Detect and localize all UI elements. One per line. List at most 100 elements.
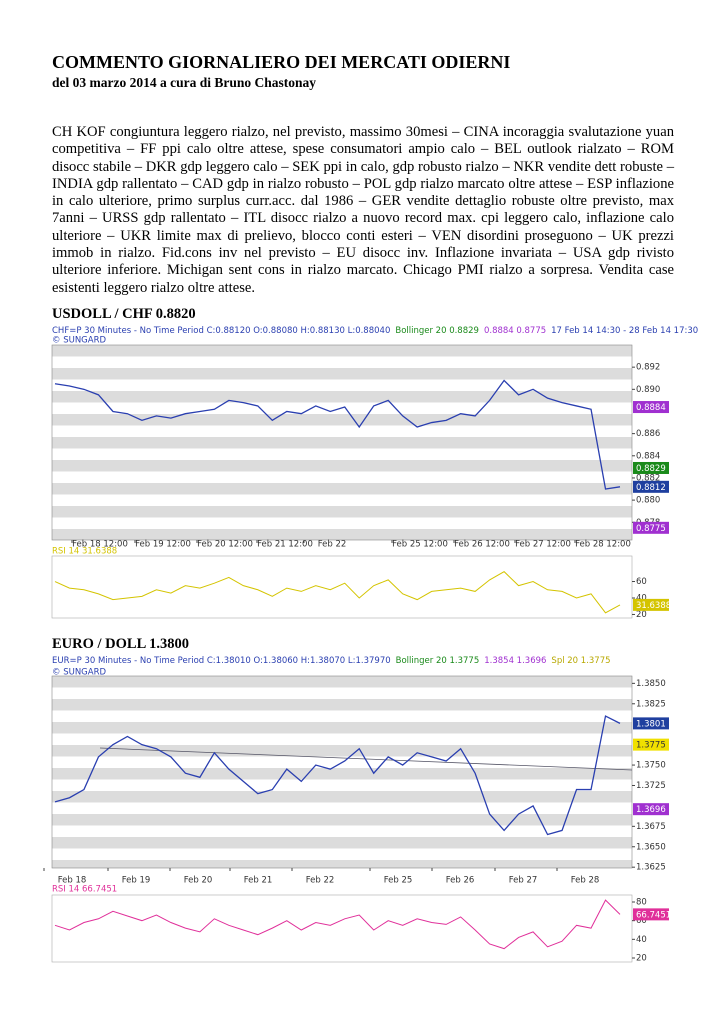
x-tick-label: Feb 26: [446, 876, 475, 886]
value-box: [633, 480, 669, 493]
band: [52, 791, 632, 803]
y-tick-label: 1.3625: [636, 863, 666, 873]
rsi-tick-label: 20: [636, 610, 647, 620]
value-box-label: 1.3801: [636, 719, 666, 729]
y-tick-label: 1.3675: [636, 822, 666, 832]
y-tick-label: 0.884: [636, 451, 660, 461]
value-box-label: 0.8884: [636, 403, 666, 413]
y-tick-label: 0.892: [636, 363, 660, 373]
price-line: [54, 379, 621, 490]
band: [52, 437, 632, 449]
rsi-tick-label: 20: [636, 953, 647, 963]
price-line: [54, 715, 621, 836]
band: [52, 345, 632, 357]
value-box: [633, 598, 669, 611]
x-tick-label: Feb 18 12:00: [72, 540, 128, 550]
rsi-label: RSI 14 31.6388: [52, 547, 117, 557]
legend-segment: EUR=P 30 Minutes - No Time Period C:1.38…: [52, 656, 391, 666]
legend-segment: 1.3854 1.3696: [484, 656, 546, 666]
y-tick-label: 0.886: [636, 429, 660, 439]
x-tick-label: Feb 18: [58, 876, 87, 886]
x-tick-label: Feb 27: [509, 876, 538, 886]
rsi-line: [54, 899, 621, 950]
band: [52, 391, 632, 403]
band: [52, 745, 632, 757]
band: [52, 483, 632, 495]
plot-frame: [51, 675, 633, 869]
x-tick-label: Feb 26 12:00: [454, 540, 510, 550]
band: [52, 368, 632, 380]
y-tick-label: 1.3850: [636, 679, 666, 689]
x-tick-label: Feb 21: [244, 876, 273, 886]
legend-segment: 0.8884 0.8775: [484, 326, 546, 336]
legend-segment: Spl 20 1.3775: [551, 656, 610, 666]
band: [52, 676, 632, 688]
value-box: [633, 738, 669, 751]
band: [52, 506, 632, 518]
value-box-label: 1.3775: [636, 741, 666, 751]
value-box-label: 0.8829: [636, 464, 666, 474]
value-box: [633, 908, 669, 921]
y-tick-label: 0.890: [636, 385, 660, 395]
value-box-label: 31.6388: [636, 601, 671, 611]
band: [52, 529, 632, 540]
band: [52, 814, 632, 826]
chart-heading: EURO / DOLL 1.3800: [52, 636, 189, 652]
band: [52, 460, 632, 472]
value-box: [633, 717, 669, 730]
value-box: [633, 401, 669, 414]
x-tick-label: Feb 20 12:00: [197, 540, 253, 550]
source: © SUNGARD: [52, 336, 106, 346]
legend-segment: Bollinger 20 1.3775: [396, 656, 480, 666]
x-tick-label: Feb 20: [184, 876, 213, 886]
legend-segment: CHF=P 30 Minutes - No Time Period C:0.88…: [52, 326, 390, 336]
value-box-label: 1.3696: [636, 805, 666, 815]
rsi-tick-label: 60: [636, 577, 647, 587]
x-tick-label: Feb 25 12:00: [392, 540, 448, 550]
body-text: CH KOF congiuntura leggero rialzo, nel p…: [52, 124, 674, 296]
rsi-frame: [51, 555, 633, 619]
rsi-tick-label: 80: [636, 897, 647, 907]
x-tick-label: Feb 28 12:00: [575, 540, 631, 550]
x-tick-label: Feb 22: [318, 540, 347, 550]
x-tick-label: Feb 27 12:00: [515, 540, 571, 550]
band: [52, 837, 632, 849]
source: © SUNGARD: [52, 668, 106, 678]
rsi-tick-label: 40: [636, 935, 647, 945]
value-box: [633, 461, 669, 474]
rsi-frame: [51, 894, 633, 963]
plot-frame: [51, 344, 633, 541]
x-tick-label: Feb 19: [122, 876, 151, 886]
band: [52, 699, 632, 711]
rsi-line: [54, 571, 621, 614]
chart-heading: USDOLL / CHF 0.8820: [52, 306, 196, 322]
chart-legend: EUR=P 30 Minutes - No Time Period C:1.38…: [52, 656, 611, 666]
chart-legend: CHF=P 30 Minutes - No Time Period C:0.88…: [52, 326, 698, 336]
value-box-label: 66.7451: [636, 910, 671, 920]
band: [52, 768, 632, 780]
value-box-label: 0.8812: [636, 483, 666, 493]
y-tick-label: 0.882: [636, 473, 660, 483]
y-tick-label: 1.3725: [636, 781, 666, 791]
band: [52, 414, 632, 426]
rsi-tick-label: 40: [636, 593, 647, 603]
y-tick-label: 1.3825: [636, 699, 666, 709]
legend-segment: 17 Feb 14 14:30 - 28 Feb 14 17:30: [551, 326, 698, 336]
x-tick-label: Feb 19 12:00: [135, 540, 191, 550]
value-box: [633, 521, 669, 534]
y-tick-label: 1.3750: [636, 761, 666, 771]
y-tick-label: 0.880: [636, 496, 660, 506]
rsi-label: RSI 14 66.7451: [52, 885, 117, 895]
band: [52, 860, 632, 868]
subtitle: del 03 marzo 2014 a cura di Bruno Chasto…: [52, 75, 317, 90]
x-tick-label: Feb 22: [306, 876, 335, 886]
value-box-label: 0.8775: [636, 524, 666, 534]
legend-segment: Bollinger 20 0.8829: [395, 326, 479, 336]
y-tick-label: 1.3650: [636, 842, 666, 852]
value-box: [633, 803, 669, 816]
x-tick-label: Feb 21 12:00: [257, 540, 313, 550]
title: COMMENTO GIORNALIERO DEI MERCATI ODIERNI: [52, 52, 511, 72]
rsi-tick-label: 60: [636, 916, 647, 926]
